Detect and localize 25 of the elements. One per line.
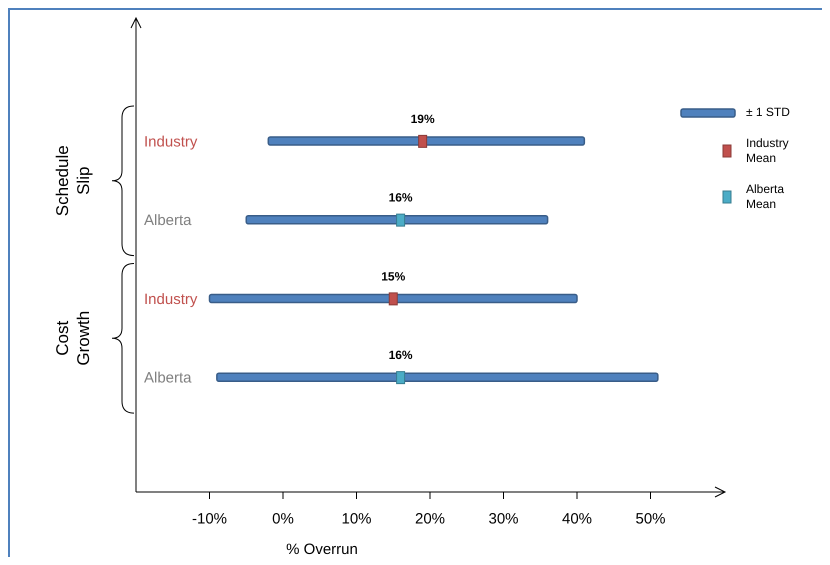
y-tick-label: Alberta [144,370,192,387]
legend-label: ± 1 STD [746,105,791,120]
y-tick-label: Industry [144,290,198,308]
x-tick-label: 10% [341,510,372,528]
data-label: 19% [410,112,435,126]
data-label: 15% [381,269,406,284]
y-tick-label: Industry [144,133,198,150]
x-tick-label: 20% [414,510,446,528]
text: Cost Growth [53,310,93,366]
x-tick-label: 0% [272,510,294,528]
x-tick-label: -10% [192,510,228,528]
text: Schedule Slip [53,145,93,216]
bar [268,136,586,146]
legend-label: Alberta Mean [746,182,786,212]
bar [208,294,578,304]
x-axis-title: % Overrun [286,541,358,558]
bar [216,372,659,382]
x-tick-label: 30% [488,510,519,528]
y-tick-label: Alberta [144,212,192,230]
data-label: 16% [388,348,413,362]
data-label: 16% [388,190,413,205]
x-tick-label: 40% [562,510,592,528]
legend-label: Industry Mean [746,136,790,166]
bar [246,215,548,224]
x-tick-label: 50% [635,510,666,528]
